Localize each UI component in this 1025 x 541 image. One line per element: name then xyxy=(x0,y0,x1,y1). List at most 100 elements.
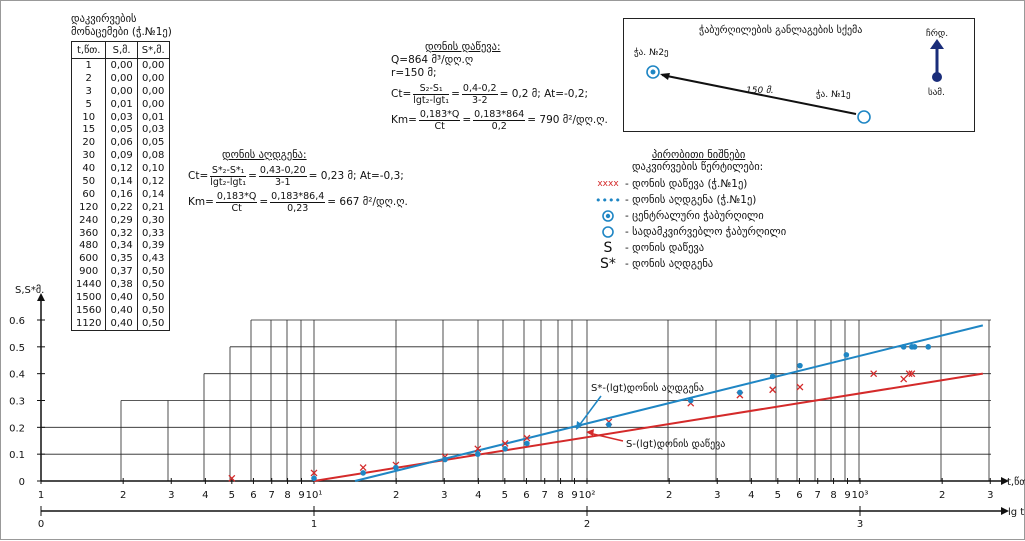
ct-denominator-values: 3-2 xyxy=(471,95,488,106)
drawdown-point xyxy=(310,469,318,477)
central-well-icon xyxy=(591,209,625,223)
table-cell: 0,50 xyxy=(136,291,170,304)
x-tick-label: 8 xyxy=(284,490,290,501)
y-tick-label: 0.1 xyxy=(9,450,25,461)
table-row: 120 0,22 0,21 xyxy=(70,200,170,214)
table-cell: 0,00 xyxy=(105,84,138,98)
drawdown-point xyxy=(501,439,509,447)
scheme-title: ჭაბურღილების განლაგების სქემა xyxy=(699,24,862,36)
recovery-point xyxy=(687,397,694,404)
legend-item-label: - ცენტრალური ჭაბურღილი xyxy=(625,210,764,222)
km-result: = 667 მ²/დღ.ღ. xyxy=(327,196,408,208)
ct-denominator: lgt₂-lgt₁ xyxy=(210,177,247,188)
table-row: 3 0,00 0,00 xyxy=(70,84,170,98)
table-cell: 480 xyxy=(70,239,107,253)
table-row: 1560 0,40 0,50 xyxy=(70,303,170,317)
table-cell: 0,29 xyxy=(105,213,138,227)
table-cell: 15 xyxy=(70,123,107,137)
compass-base-icon xyxy=(932,72,942,82)
table-cell: 0,16 xyxy=(105,187,138,201)
drawdown-series-label: S-(lgt)დონის დაწევა xyxy=(626,438,725,450)
x-tick-label: 6 xyxy=(796,490,802,501)
equals-sign: = xyxy=(462,114,472,126)
x-tick-label: 2 xyxy=(393,490,399,501)
table-cell: 0,33 xyxy=(136,226,170,240)
x-tick-label: 7 xyxy=(815,490,821,501)
table-row: 50 0,14 0,12 xyxy=(70,175,170,188)
table-cell: 0,03 xyxy=(136,123,170,137)
recovery-point xyxy=(311,475,317,482)
table-cell: 0,40 xyxy=(105,291,138,304)
table-cell: 600 xyxy=(70,252,107,266)
x-tick-label: 5 xyxy=(775,490,781,501)
x-tick-label: 7 xyxy=(269,490,275,501)
distance-line xyxy=(661,74,857,115)
recovery-series-label: S*-(lgt)დონის აღდგენა xyxy=(591,382,704,394)
y-tick-label: 0.3 xyxy=(9,397,25,408)
table-header-cell: S,მ. xyxy=(105,41,138,59)
cross-marker-icon: xxxx xyxy=(597,179,619,189)
ct-numerator: S*₂-S*₁ xyxy=(210,165,247,177)
km-denominator: Ct xyxy=(231,203,242,214)
observations-table: t,წთ. S,მ. S*,მ. 1 0,00 0,00 2 0,00 0,00 3 0,00 0,… xyxy=(70,41,170,331)
recovery-calc: დონის აღდგენა: Ct= S*₂-S*₁ lgt₂-lgt₁ = 0,… xyxy=(188,149,408,214)
legend-item: - სადამკვირვებლო ჭაბურღილი xyxy=(591,224,786,240)
table-row: 1500 0,40 0,50 xyxy=(70,291,170,304)
legend: პირობითი ნიშნები დაკვირვების წერტილები: … xyxy=(591,149,786,272)
table-cell: 360 xyxy=(70,226,107,240)
recovery-point xyxy=(769,373,776,380)
equals-sign: = xyxy=(259,196,269,208)
table-row: 60 0,16 0,14 xyxy=(70,187,170,201)
ct-denominator-values: 3-1 xyxy=(275,177,291,188)
ct-result: = 0,23 მ; At=-0,3; xyxy=(308,170,404,182)
drawdown-point xyxy=(870,370,878,378)
x-tick-label: 6 xyxy=(523,490,529,501)
dot-marker-icon: •••• xyxy=(595,193,621,207)
table-cell: 1560 xyxy=(70,303,107,317)
table-cell: 0,10 xyxy=(136,162,170,176)
distance-label: 150 მ. xyxy=(746,85,774,96)
drawdown-point xyxy=(900,375,908,383)
table-cell: 0,05 xyxy=(105,123,138,137)
table-cell: 0,39 xyxy=(136,239,170,253)
drawdown-point xyxy=(796,383,804,391)
x-tick-label: 10³ xyxy=(852,490,869,501)
table-cell: 30 xyxy=(70,149,107,163)
x-axis-time-label: t,წთ xyxy=(1007,476,1025,488)
legend-item-label: - დონის აღდგენა (ჭ.№1ე) xyxy=(625,194,757,206)
table-cell: 0,09 xyxy=(105,149,138,163)
legend-title: პირობითი ნიშნები xyxy=(651,149,746,161)
x-tick-label: 4 xyxy=(475,490,481,501)
km-label: Km= xyxy=(188,196,214,208)
recovery-point xyxy=(900,344,907,350)
recovery-point xyxy=(843,352,850,358)
well2-marker xyxy=(646,65,660,79)
drawdown-point xyxy=(228,474,236,482)
x-axis-lg-label: lg t xyxy=(1008,507,1024,518)
table-cell: 0,14 xyxy=(105,175,138,188)
table-row: 15 0,05 0,03 xyxy=(70,123,170,137)
y-axis-label: S,S*მ. xyxy=(15,284,44,296)
y-tick-label: 0 xyxy=(19,477,25,488)
table-cell: 0,12 xyxy=(136,175,170,188)
drawdown-label-arrow-icon xyxy=(588,432,624,442)
table-row: 20 0,06 0,05 xyxy=(70,136,170,150)
table-row: 1440 0,38 0,50 xyxy=(70,278,170,292)
ct-result: = 0,2 მ; At=-0,2; xyxy=(499,88,589,100)
observations-title-line1: დაკვირვების xyxy=(71,13,137,25)
table-row: 240 0,29 0,30 xyxy=(70,213,170,227)
table-cell: 0,14 xyxy=(136,187,170,201)
x-tick-label: 8 xyxy=(830,490,836,501)
recovery-label-arrow-icon xyxy=(577,395,602,428)
recovery-point xyxy=(502,446,508,452)
recovery-point xyxy=(360,470,366,476)
km-numerator: 0,183*Q xyxy=(418,109,461,121)
x-tick-label: 3 xyxy=(987,490,993,501)
table-cell: 0,50 xyxy=(136,265,170,279)
x-tick-label: 9 xyxy=(844,490,850,501)
table-cell: 240 xyxy=(70,213,107,227)
drawdown-ct-row: Ct= S₂-S₁ lgt₂-lgt₁ = 0,4-0,2 3-2 = 0,2 მ;… xyxy=(391,83,608,106)
radius-line: r=150 მ; xyxy=(391,67,437,79)
table-cell: 0,01 xyxy=(105,97,138,111)
recovery-point xyxy=(475,451,481,457)
